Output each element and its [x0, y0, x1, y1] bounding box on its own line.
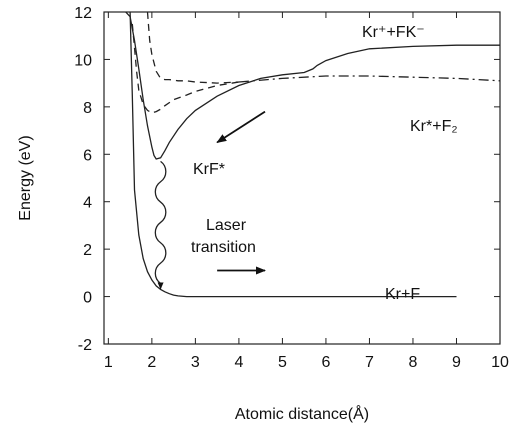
y-tick-label: 12	[74, 5, 92, 22]
curve-dashed-3	[131, 23, 240, 114]
curve-dashed-2	[146, 12, 239, 84]
y-tick-labels: -2 0 2 4 6 8 10 12	[74, 5, 92, 354]
tick-marks	[104, 11, 501, 345]
x-tick-label: 2	[147, 354, 156, 371]
annotation-laser-line2: transition	[191, 239, 256, 256]
y-tick-label: 10	[74, 52, 92, 69]
annotation-kr-star-f2: Kr*+F₂	[410, 118, 458, 135]
x-tick-label: 1	[104, 354, 113, 371]
y-tick-label: 4	[83, 195, 92, 212]
x-tick-label: 7	[365, 354, 374, 371]
y-tick-label: 8	[83, 100, 92, 117]
x-tick-label: 4	[234, 354, 243, 371]
y-tick-label: 2	[83, 242, 92, 259]
laser-transition-wavy-arrow	[154, 160, 167, 290]
curve-dashdot-4	[238, 75, 500, 83]
x-tick-label: 3	[191, 354, 200, 371]
annotation-krf-star: KrF*	[193, 161, 225, 178]
x-tick-label: 8	[409, 354, 418, 371]
curve-solid-0	[129, 12, 457, 298]
plot-frame	[103, 11, 501, 345]
x-tick-labels: 1 2 3 4 5 6 7 8 9 10	[104, 354, 509, 371]
y-tick-label: 0	[83, 290, 92, 307]
x-tick-label: 10	[491, 354, 509, 371]
potential-curves	[125, 12, 500, 298]
y-tick-label: 6	[83, 147, 92, 164]
x-tick-label: 6	[321, 354, 330, 371]
annotation-laser-line1: Laser	[206, 217, 247, 234]
y-axis-title: Energy (eV)	[17, 135, 34, 220]
x-tick-label: 9	[452, 354, 461, 371]
x-tick-label: 5	[278, 354, 287, 371]
y-tick-label: -2	[78, 337, 92, 354]
x-axis-title: Atomic distance(Å)	[235, 404, 369, 423]
annotation-kr-f: Kr+F	[385, 286, 420, 303]
curve-solid-1	[125, 12, 500, 160]
dissociation-arrow	[216, 110, 266, 144]
annotation-kr-plus-fk-minus: Kr⁺+FK⁻	[362, 24, 425, 41]
